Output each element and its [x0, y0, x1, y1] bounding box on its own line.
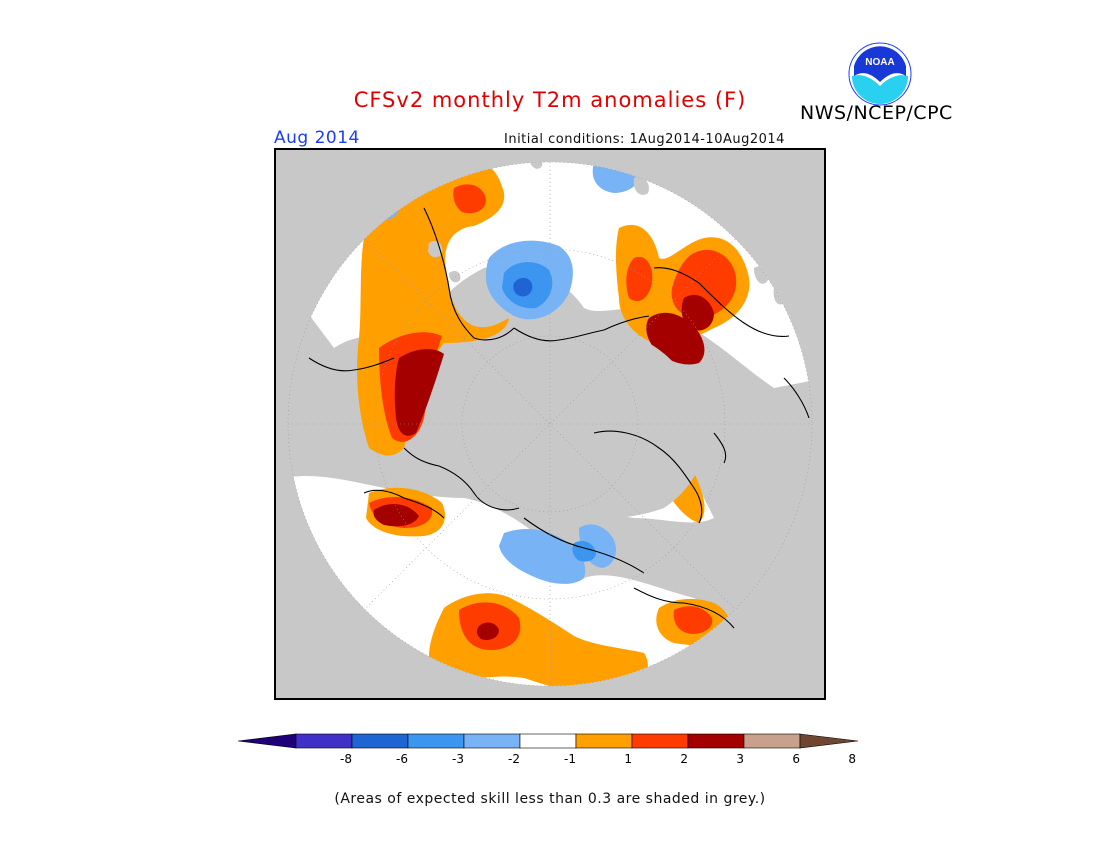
- legend-tick-label: 6: [792, 752, 800, 766]
- legend-tick-label: -6: [396, 752, 408, 766]
- arctic-low-skill: [454, 328, 705, 519]
- initial-conditions: Initial conditions: 1Aug2014-10Aug2014: [504, 132, 785, 147]
- legend-bin: [519, 733, 577, 749]
- color-legend: -8 -6 -3 -2 -1 1 2 3 6 8: [238, 733, 859, 766]
- legend-tick-label: -2: [508, 752, 520, 766]
- forecast-month: Aug 2014: [274, 128, 360, 148]
- skill-footnote: (Areas of expected skill less than 0.3 a…: [334, 791, 766, 807]
- map-frame: [274, 148, 826, 700]
- polar-map: [274, 148, 826, 700]
- legend-bin: [463, 733, 521, 749]
- legend-bin: [575, 733, 633, 749]
- legend-bin: [687, 733, 745, 749]
- legend-tick-label: -8: [340, 752, 352, 766]
- anomaly-field: [288, 162, 812, 686]
- legend-bin-low-arrow: [238, 733, 297, 749]
- map-title: CFSv2 monthly T2m anomalies (F): [353, 88, 747, 112]
- legend-tick-label: -1: [564, 752, 576, 766]
- noaa-logo-text: NOAA: [865, 57, 894, 68]
- legend-tick-label: 3: [736, 752, 744, 766]
- noaa-logo: NOAA: [848, 42, 912, 106]
- agency-label: NWS/NCEP/CPC: [800, 102, 953, 124]
- legend-ticks: -8 -6 -3 -2 -1 1 2 3 6 8: [340, 752, 856, 766]
- legend-tick-label: 1: [624, 752, 632, 766]
- legend-bin: [631, 733, 689, 749]
- graticule: [287, 161, 813, 687]
- legend-tick-label: 8: [848, 752, 856, 766]
- legend-bin: [407, 733, 465, 749]
- legend-tick-label: 2: [680, 752, 688, 766]
- legend-bin: [351, 733, 409, 749]
- legend-tick-label: -3: [452, 752, 464, 766]
- legend-bin: [743, 733, 801, 749]
- legend-bin-high-arrow: [799, 733, 859, 749]
- legend-bins: [238, 733, 859, 749]
- legend-bin: [295, 733, 353, 749]
- coastlines: [308, 207, 810, 629]
